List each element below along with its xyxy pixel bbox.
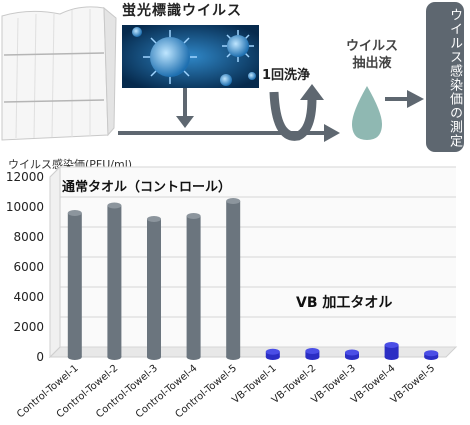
- bar: [107, 205, 122, 357]
- fluorescent-virus-label: 蛍光標識ウイルス: [122, 3, 242, 19]
- bar-base: [147, 354, 161, 360]
- wash-arrow: [269, 84, 324, 141]
- process-diagram: [1, 6, 424, 142]
- bar-base: [384, 354, 399, 360]
- bar-base: [265, 354, 280, 360]
- bar-top: [384, 342, 399, 348]
- y-tick-label: 10000: [6, 200, 44, 214]
- bar: [186, 216, 201, 357]
- y-tick-label: 8000: [13, 230, 44, 244]
- group-label-vb: VB 加工タオル: [296, 295, 392, 311]
- bar-top: [67, 210, 82, 216]
- bar: [67, 213, 82, 357]
- measure-label: ウイルス感染価の測定: [447, 8, 462, 148]
- bar-chart: 020004000600080001000012000Control-Towel…: [6, 165, 458, 420]
- bar: [384, 345, 399, 357]
- bar-top: [345, 349, 359, 356]
- measure-panel: [426, 2, 464, 152]
- bar-base: [226, 354, 241, 360]
- y-tick-label: 12000: [6, 170, 44, 184]
- bar-base: [107, 354, 122, 360]
- bar: [226, 201, 241, 357]
- group-label-control: 通常タオル（コントロール）: [62, 179, 231, 195]
- bar-top: [226, 198, 241, 204]
- y-tick-label: 2000: [13, 320, 44, 334]
- plot-side-wall: [49, 165, 61, 359]
- droplet-icon: [352, 86, 382, 140]
- bar-base: [67, 354, 82, 360]
- virus-liquid-line2: 抽出液: [352, 56, 392, 71]
- virus-liquid-line1: ウイルス: [345, 39, 398, 54]
- y-tick-label: 0: [36, 350, 44, 364]
- bar-base: [186, 354, 201, 360]
- process-arrows: [118, 88, 424, 142]
- towel-illustration: [1, 6, 117, 141]
- x-tick-label: VB-Towel-5: [389, 363, 437, 406]
- bar: [147, 219, 161, 357]
- wash-label: 1回洗浄: [262, 68, 311, 83]
- bar-top: [186, 213, 201, 219]
- bar-top: [305, 348, 320, 354]
- bar-base: [305, 354, 320, 360]
- bar-top: [424, 350, 439, 357]
- y-tick-label: 4000: [13, 290, 44, 304]
- y-tick-label: 6000: [13, 260, 44, 274]
- bar-top: [107, 202, 122, 209]
- bar-top: [147, 216, 161, 222]
- bar-top: [265, 348, 280, 355]
- virus-image: [122, 25, 259, 88]
- virus-liquid-label: ウイルス 抽出液: [334, 38, 410, 72]
- bar-base: [345, 354, 359, 360]
